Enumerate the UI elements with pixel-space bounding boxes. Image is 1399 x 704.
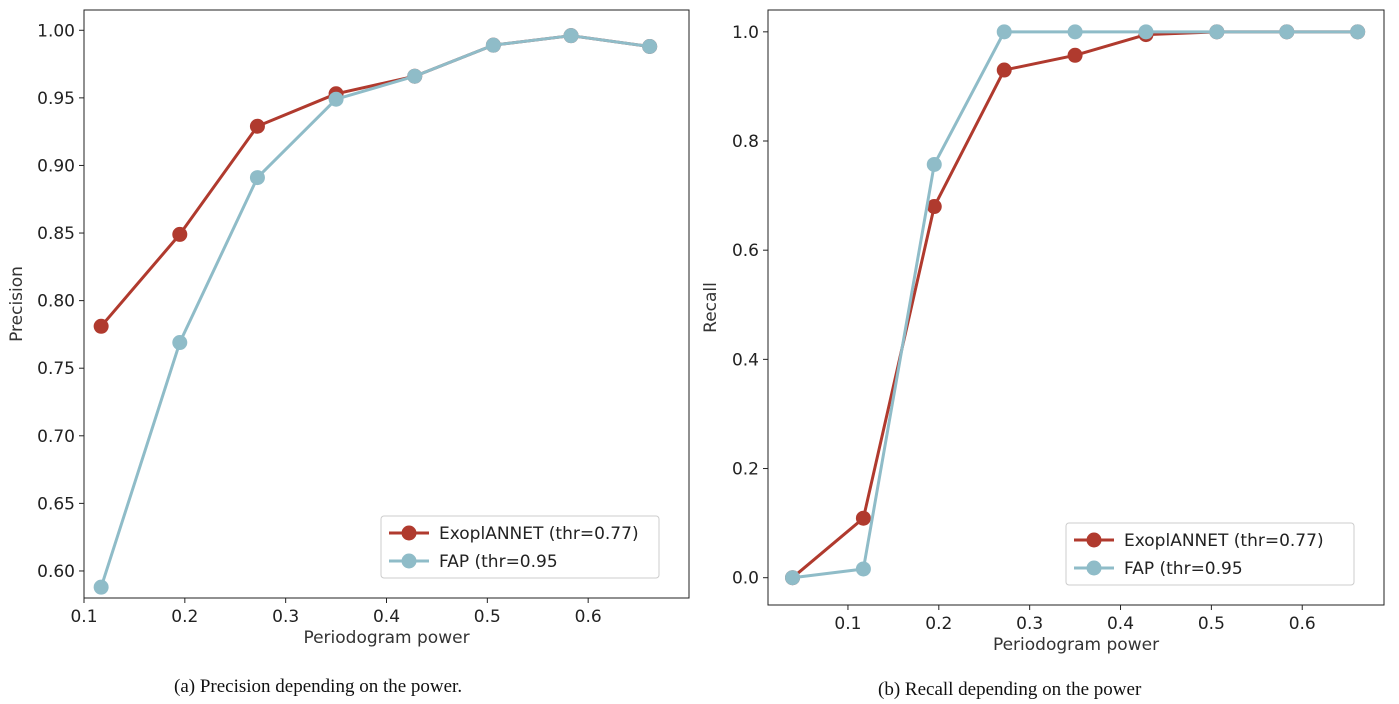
data-point-fap <box>1279 24 1295 40</box>
x-tick-label: 0.3 <box>1016 614 1043 634</box>
y-tick-label: 0.4 <box>732 350 759 370</box>
legend-label-fap: FAP (thr=0.95 <box>1124 559 1243 579</box>
plot-frame <box>83 9 690 599</box>
panel-precision: 0.1 0.2 0.3 0.4 0.5 0.6 0.60 0.65 0.70 0.75 0.80 0.… <box>7 9 690 648</box>
y-tick-label: 0.6 <box>732 241 759 261</box>
legend-box <box>380 515 660 579</box>
series-line-exoplannet <box>100 34 650 328</box>
x-tick-label: 0.3 <box>272 607 299 627</box>
series-line-fap <box>99 34 650 588</box>
series-line-fap <box>792 30 1358 580</box>
data-point-fap <box>926 156 942 172</box>
y-axis-label: Precision <box>7 266 27 342</box>
data-point-exoplannet <box>926 199 942 215</box>
x-tick-label: 0.6 <box>1289 614 1316 634</box>
x-tick-label: 0.5 <box>1198 614 1225 634</box>
x-tick-label: 0.1 <box>834 614 861 634</box>
legend-marker-fap <box>1086 560 1102 576</box>
data-point-fap <box>172 335 188 351</box>
y-tick-label: 0.2 <box>732 460 759 480</box>
data-point-exoplannet <box>93 318 109 334</box>
legend-marker-exoplannet <box>401 525 417 541</box>
x-tick-label: 0.6 <box>575 607 602 627</box>
data-point-fap <box>1350 24 1366 40</box>
legend-marker-fap <box>401 553 417 569</box>
legend: ExoplANNET (thr=0.77) FAP (thr=0.95 <box>380 515 660 579</box>
data-point-fap <box>1067 24 1083 40</box>
y-tick-label: 0.0 <box>732 569 759 589</box>
y-tick-label: 0.8 <box>732 132 759 152</box>
caption-recall: (b) Recall depending on the power <box>878 679 1142 700</box>
data-point-fap <box>1138 24 1154 40</box>
x-tick-label: 0.1 <box>70 607 97 627</box>
x-tick-label: 0.2 <box>171 607 198 627</box>
x-tick-label: 0.4 <box>373 607 400 627</box>
y-tick-label: 0.80 <box>37 292 75 312</box>
y-tick-label: 0.90 <box>37 156 75 176</box>
y-tick-label: 0.60 <box>37 562 75 582</box>
data-point-fap <box>855 561 871 577</box>
data-point-fap <box>249 170 265 186</box>
x-axis-label: Periodogram power <box>993 635 1159 655</box>
y-tick-label: 0.75 <box>37 359 75 379</box>
data-point-fap <box>407 68 423 84</box>
y-tick-label: 0.85 <box>37 224 75 244</box>
data-point-exoplannet <box>855 510 871 526</box>
x-tick-label: 0.5 <box>474 607 501 627</box>
data-point-fap <box>1209 24 1225 40</box>
plot-frame <box>767 9 1385 606</box>
y-axis-label: Recall <box>701 282 721 333</box>
legend-label-exoplannet: ExoplANNET (thr=0.77) <box>1124 531 1324 551</box>
y-tick-label: 0.95 <box>37 89 75 109</box>
legend-label-exoplannet: ExoplANNET (thr=0.77) <box>439 524 639 544</box>
legend: ExoplANNET (thr=0.77) FAP (thr=0.95 <box>1065 522 1355 586</box>
data-point-fap <box>996 24 1012 40</box>
data-point-fap <box>642 38 658 54</box>
y-tick-label: 1.0 <box>732 23 759 43</box>
x-tick-label: 0.2 <box>925 614 952 634</box>
data-point-fap <box>485 37 501 53</box>
data-point-exoplannet <box>1067 47 1083 63</box>
y-tick-label: 1.00 <box>37 21 75 41</box>
y-tick-label: 0.65 <box>37 494 75 514</box>
data-point-fap <box>328 91 344 107</box>
data-point-fap <box>785 570 801 586</box>
x-tick-label: 0.4 <box>1107 614 1134 634</box>
legend-label-fap: FAP (thr=0.95 <box>439 552 558 572</box>
data-point-exoplannet <box>172 226 188 242</box>
y-tick-label: 0.70 <box>37 427 75 447</box>
data-point-fap <box>563 28 579 44</box>
panel-recall: 0.1 0.2 0.3 0.4 0.5 0.6 0.0 0.2 0.4 0.6 0.8 1.0 Peri… <box>701 9 1385 655</box>
legend-box <box>1065 522 1355 586</box>
data-point-fap <box>93 579 109 595</box>
caption-precision: (a) Precision depending on the power. <box>174 676 463 697</box>
legend-marker-exoplannet <box>1086 532 1102 548</box>
data-point-exoplannet <box>249 118 265 134</box>
data-point-exoplannet <box>996 62 1012 78</box>
x-axis-label: Periodogram power <box>303 628 469 648</box>
